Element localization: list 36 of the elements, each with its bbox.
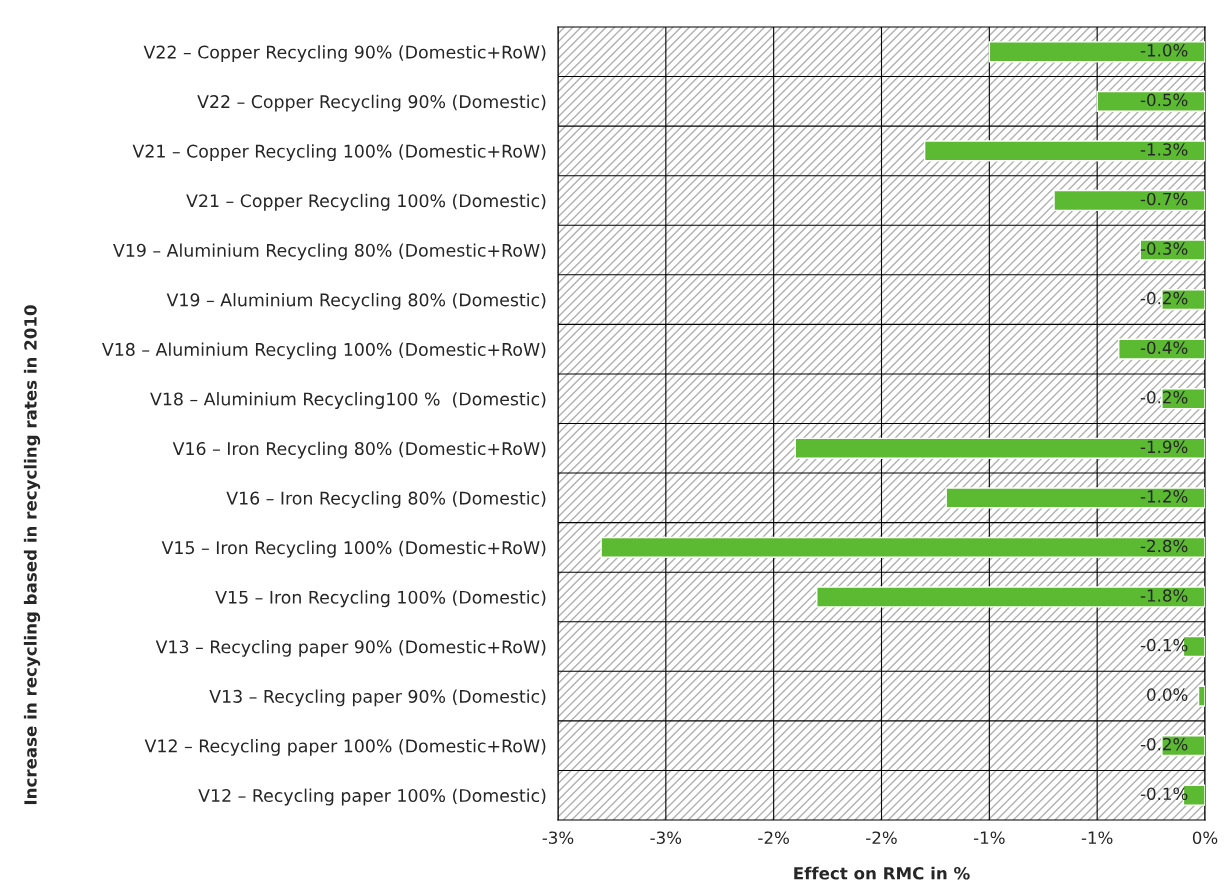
data-label: -1.2% [1140,490,1188,503]
y-tick-label: V18 – Aluminium Recycling100 % (Domestic) [150,392,546,409]
y-tick-label: V15 – Iron Recycling 100% (Domestic) [215,590,546,608]
y-tick-label: V22 – Copper Recycling 90% (Domestic+RoW) [143,45,546,62]
y-tick-label: V21 – Copper Recycling 100% (Domestic+RoW) [132,144,546,162]
x-tick-label: 0% [1192,831,1218,845]
data-label: -1.8% [1140,589,1188,602]
data-label: -2.8% [1140,539,1188,553]
y-tick-label: V21 – Copper Recycling 100% (Domestic) [186,193,546,211]
x-tick-label: -1% [1081,831,1113,845]
data-label: -0.4% [1140,341,1188,354]
data-label: -0.3% [1140,242,1188,255]
x-tick-label: -3% [650,831,682,845]
data-label: -0.5% [1140,93,1188,107]
y-axis-title: Increase in recycling based in recycling rates in 2010 [23,305,41,805]
y-tick-label: V16 – Iron Recycling 80% (Domestic+RoW) [172,441,546,459]
data-label: -1.9% [1140,440,1188,454]
y-tick-label: V12 – Recycling paper 100% (Domestic) [198,788,546,806]
y-tick-label: V19 – Aluminium Recycling 80% (Domestic+RoW) [113,243,546,261]
data-label: -1.3% [1140,143,1188,156]
y-tick-label: V22 – Copper Recycling 90% (Domestic) [197,94,546,112]
y-tick-label: V15 – Iron Recycling 100% (Domestic+RoW) [161,540,546,558]
x-tick-label: -2% [866,831,897,845]
y-tick-label: V19 – Aluminium Recycling 80% (Domestic) [166,293,546,310]
data-label: -0.7% [1140,192,1188,206]
x-tick-label: -3% [542,831,574,845]
y-tick-label: V18 – Aluminium Recycling 100% (Domestic+RoW) [102,342,546,360]
data-label: -1.0% [1140,44,1188,57]
y-tick-label: V16 – Iron Recycling 80% (Domestic) [226,491,546,509]
y-tick-label: V13 – Recycling paper 90% (Domestic+RoW) [155,639,546,657]
x-tick-label: -1% [973,831,1005,845]
y-tick-label: V13 – Recycling paper 90% (Domestic) [209,689,546,707]
data-label: 0.0% [1147,688,1188,701]
y-tick-label: V12 – Recycling paper 100% (Domestic+RoW) [144,739,546,756]
x-tick-label: -2% [758,831,789,845]
x-axis-title: Effect on RMC in % [794,866,970,880]
